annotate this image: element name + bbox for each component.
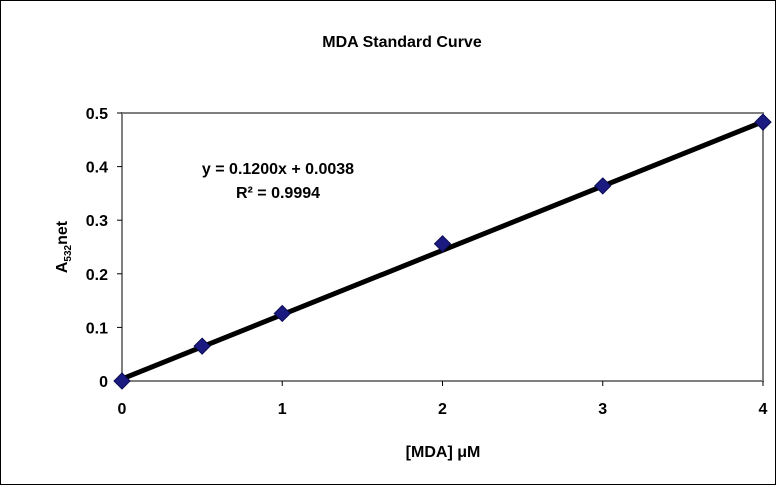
data-point	[433, 235, 452, 253]
chart-title: MDA Standard Curve	[322, 34, 482, 51]
data-point	[754, 113, 772, 131]
x-tick-label: 0	[118, 401, 127, 418]
y-tick-label: 0	[99, 374, 108, 391]
x-tick-label: 3	[598, 401, 607, 418]
data-points-layer	[113, 113, 772, 390]
y-tick-label: 0.5	[86, 106, 108, 123]
y-tick-label: 0.1	[86, 320, 108, 337]
trendline-equation: y = 0.1200x + 0.0038	[202, 161, 354, 178]
y-tick-label: 0.3	[86, 213, 108, 230]
x-axis: 0 1 2 3 4	[118, 381, 768, 418]
r-squared-label: R² = 0.9994	[236, 185, 320, 202]
y-axis-title-suffix: net	[54, 220, 71, 245]
x-tick-label: 4	[759, 401, 768, 418]
x-tick-label: 2	[438, 401, 447, 418]
y-axis-title: A532net	[54, 220, 74, 273]
data-point	[113, 372, 131, 390]
y-axis: 0 0.1 0.2 0.3 0.4 0.5	[86, 106, 122, 391]
data-point	[594, 177, 612, 195]
y-axis-title-main: A	[54, 261, 71, 273]
x-axis-title: [MDA] μM	[406, 444, 481, 461]
x-tick-label: 1	[278, 401, 287, 418]
data-point	[273, 304, 291, 323]
y-tick-label: 0.2	[86, 267, 108, 284]
data-point	[193, 337, 211, 355]
y-axis-title-subscript: 532	[63, 244, 74, 261]
y-tick-label: 0.4	[86, 160, 108, 177]
